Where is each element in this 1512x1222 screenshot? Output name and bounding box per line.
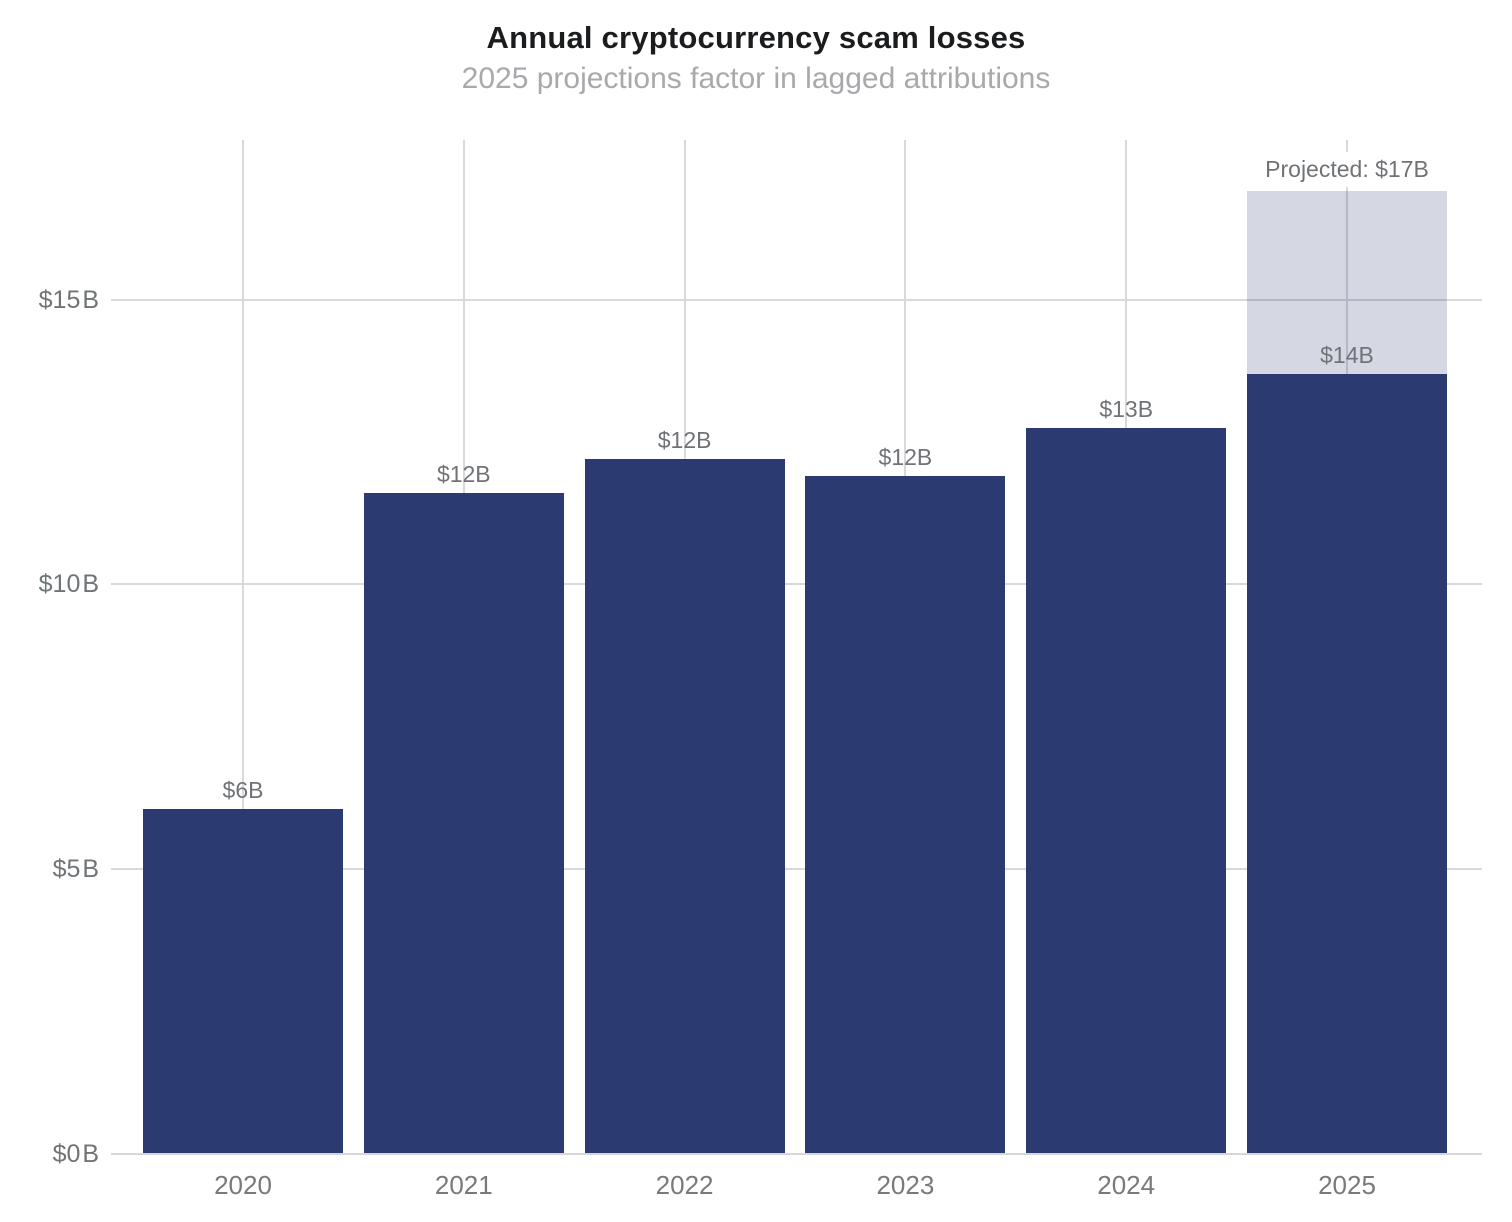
bar-2023	[805, 476, 1006, 1154]
bar-2020	[143, 809, 343, 1154]
y-gridline	[111, 298, 1482, 301]
y-axis-tick-label: $15 B	[38, 285, 99, 314]
y-gridline	[111, 868, 1482, 871]
bar-value-label: $12B	[657, 427, 712, 454]
chart-title: Annual cryptocurrency scam losses	[486, 20, 1026, 55]
y-axis-tick-label: $10 B	[38, 570, 99, 599]
y-gridline	[111, 583, 1482, 586]
bar-value-label: $12B	[878, 444, 933, 471]
y-axis-tick-label: $5 B	[52, 855, 99, 884]
bar-value-label: $12B	[436, 461, 491, 488]
x-axis-tick-label: 2025	[1318, 1170, 1376, 1200]
y-gridline	[111, 1153, 1482, 1155]
bar-2025	[1247, 373, 1447, 1154]
x-axis-tick-label: 2023	[876, 1170, 935, 1200]
bar-2022	[584, 459, 785, 1154]
x-gridline	[242, 140, 244, 1154]
bar-value-label: $13B	[1099, 395, 1154, 422]
x-axis-tick-label: 2022	[655, 1170, 714, 1200]
bar-value-label: $14B	[1320, 341, 1374, 368]
bar-2021	[363, 493, 564, 1154]
x-axis-tick-label: 2024	[1097, 1170, 1156, 1200]
bar-value-label: $6B	[222, 777, 264, 804]
chart-subtitle: 2025 projections factor in lagged attrib…	[461, 62, 1051, 95]
y-axis-tick-label: $0 B	[52, 1140, 99, 1168]
x-axis-tick-label: 2021	[434, 1170, 493, 1200]
projected-value-label: Projected: $17B	[1227, 152, 1467, 188]
x-axis-tick-label: 2020	[214, 1170, 272, 1200]
bar-2024	[1026, 427, 1227, 1154]
